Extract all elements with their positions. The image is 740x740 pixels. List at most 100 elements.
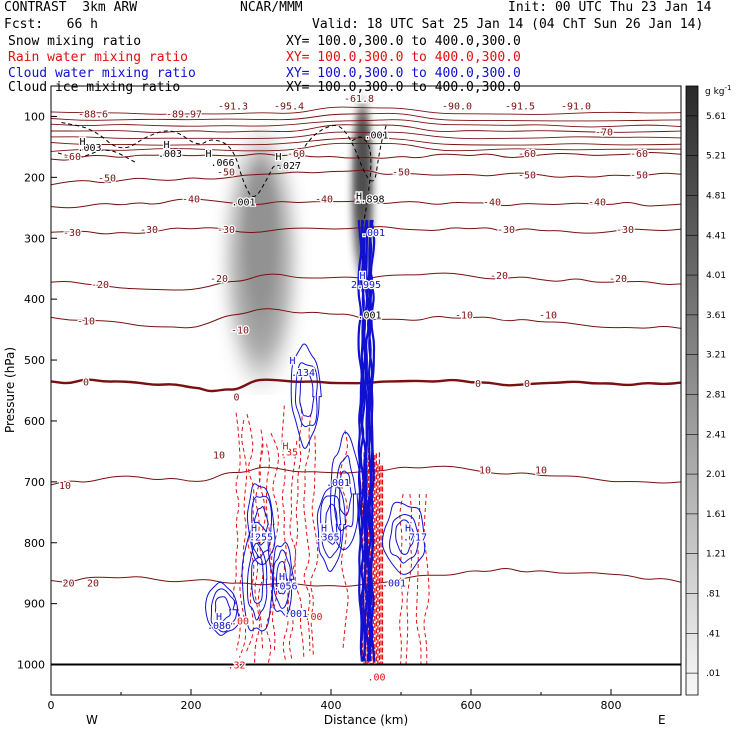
contour-value-label: -61.8 — [344, 94, 374, 105]
contour-value-label: 0 — [475, 379, 481, 390]
contour-value-label: .001 — [361, 228, 385, 239]
rain-water-contour — [245, 413, 255, 652]
contour-value-label: -30 — [217, 225, 235, 236]
contour-value-label: .001 — [231, 198, 255, 209]
contour-value-label: .001 — [284, 609, 308, 620]
upper-temperature-contour — [51, 112, 681, 122]
contour-value-label: -10 — [539, 310, 557, 321]
colorbar-tick-label: 5.21 — [706, 152, 726, 162]
colorbar-tick-label: 2.41 — [706, 430, 726, 440]
cloud-water-contour — [389, 514, 420, 564]
field-rain-label: Rain water mixing ratio — [8, 50, 189, 65]
cloud-water-contour — [366, 219, 372, 662]
contour-value-label: -40 — [483, 198, 501, 209]
cloud-water-contour — [246, 483, 276, 566]
colorbar: .01 .41 .81 1.21 1.61 2.01 2.41 2.81 3.21 3.61 4.0… — [685, 84, 731, 696]
x-axis-label: Distance (km) — [324, 713, 408, 727]
contour-value-label: -20 — [91, 280, 109, 291]
contour-value-label: -70 — [595, 128, 613, 139]
cloud-water-contour — [275, 560, 288, 595]
rain-water-contour — [239, 420, 248, 658]
contour-value-label: .255 — [249, 533, 273, 544]
x-tick-label: 0 — [48, 699, 55, 712]
colorbar-gradient — [685, 85, 699, 696]
rain-water-contour — [233, 412, 241, 651]
cloud-water-contour — [299, 373, 315, 417]
colorbar-tick-label: .01 — [706, 669, 720, 679]
colorbar-tick-label: 1.21 — [706, 550, 726, 560]
colorbar-tick-label: 3.61 — [706, 311, 726, 321]
y-tick-label: 900 — [24, 598, 45, 611]
max-marker-h: H — [279, 572, 285, 583]
rain-water-contour — [415, 493, 422, 665]
contour-value-label: -10 — [77, 316, 95, 327]
svg-text:g kg-1: g kg-1 — [705, 84, 731, 97]
contour-value-label: .717 — [403, 533, 427, 544]
cloud-water-contour — [251, 556, 265, 604]
max-marker-h: H — [163, 140, 169, 151]
contour-value-label: 2.995 — [351, 280, 381, 291]
cloud-water-contour — [330, 431, 362, 551]
center-name: NCAR/MMM — [240, 0, 303, 15]
max-marker-h: H — [289, 356, 295, 367]
x-axis: 0 200 400 600 800 — [48, 689, 622, 712]
contour-value-label: .001 — [364, 131, 388, 142]
field-snow-xy: XY= 100.0,300.0 to 400.0,300.0 — [286, 34, 521, 49]
y-axis-label: Pressure (hPa) — [3, 347, 17, 433]
colorbar-ticks: .01 .41 .81 1.21 1.61 2.01 2.41 2.81 3.21 3.61 4.0… — [686, 112, 726, 679]
cloud-ice-contour — [351, 136, 377, 318]
colorbar-tick-label: 3.21 — [706, 351, 726, 361]
cloud-water-contour — [214, 596, 232, 623]
contour-value-label: 1.898 — [354, 195, 384, 206]
contour-value-label: .365 — [315, 533, 339, 544]
cloud-water-contour — [241, 521, 275, 632]
contour-value-label: -50 — [98, 173, 116, 184]
contour-value-label: -91.0 — [561, 101, 591, 112]
contour-value-label: -20 — [490, 271, 508, 282]
colorbar-tick-label: 4.81 — [706, 191, 726, 201]
y-tick-label: 500 — [24, 354, 45, 367]
field-cloudice-xy: XY= 100.0,300.0 to 400.0,300.0 — [286, 80, 521, 95]
contour-value-label: .001 — [326, 478, 350, 489]
x-tick-label: 600 — [461, 699, 482, 712]
contour-value-label: -40 — [315, 195, 333, 206]
contour-value-label: 0 — [524, 379, 530, 390]
temperature-contour — [51, 272, 681, 291]
rain-water-contour — [423, 493, 430, 665]
contour-value-label: 10 — [479, 466, 491, 477]
y-axis: 100 200 300 400 500 600 700 800 900 1000 — [17, 110, 57, 672]
rain-water-contour — [339, 430, 349, 650]
field-cloudice-label: Cloud ice mixing ratio — [8, 80, 181, 95]
contour-value-label: -20 — [609, 274, 627, 285]
rain-water-contour — [303, 413, 312, 652]
temperature-contours — [51, 106, 681, 587]
rain-water-contour — [399, 493, 404, 665]
colorbar-tick-label: 5.61 — [706, 112, 726, 122]
max-marker-h: H — [79, 137, 85, 148]
max-marker-h: H — [282, 441, 288, 452]
y-tick-label: 400 — [24, 293, 45, 306]
max-marker-h: H — [321, 524, 327, 535]
colorbar-unit: g kg — [705, 87, 725, 97]
contour-value-label: -40 — [588, 198, 606, 209]
max-marker-h: H — [275, 152, 281, 163]
cloud-water-contour — [369, 219, 376, 662]
contour-value-label: -91.3 — [218, 101, 248, 112]
cloud-water-contour — [205, 581, 240, 636]
contour-value-label: -30 — [63, 228, 81, 239]
plot-frame — [50, 85, 682, 696]
contour-value-label: -60 — [63, 152, 81, 163]
contour-value-label: 0 — [233, 393, 239, 404]
y-tick-label: 800 — [24, 537, 45, 550]
cloud-water-contour — [254, 505, 269, 546]
contour-value-label: -30 — [497, 225, 515, 236]
colorbar-tick-label: 4.41 — [706, 231, 726, 241]
contour-value-label: .00 — [304, 612, 322, 623]
max-marker-h: H — [216, 612, 222, 623]
colorbar-tick-label: .81 — [706, 590, 720, 600]
cloud-water-contour — [333, 455, 357, 532]
contour-value-label: .32 — [227, 661, 245, 672]
contour-value-label: 10 — [213, 450, 225, 461]
contour-value-labels: -88.6 -89.97 -91.3 -95.4 -61.8 -90.0 -91.5 -91.… — [58, 93, 650, 685]
max-marker-h: H — [359, 271, 365, 282]
